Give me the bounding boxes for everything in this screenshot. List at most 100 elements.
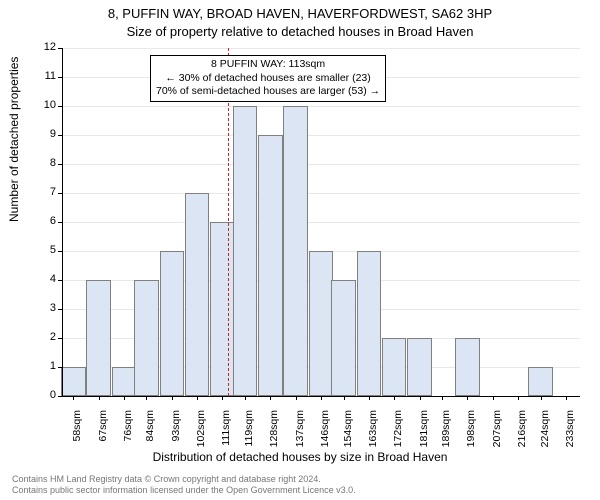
y-tick-label: 5 (16, 244, 56, 256)
chart-title-address: 8, PUFFIN WAY, BROAD HAVEN, HAVERFORDWES… (0, 6, 600, 21)
histogram-bar (283, 106, 307, 396)
y-tick-mark (58, 193, 62, 194)
chart-subtitle: Size of property relative to detached ho… (0, 24, 600, 39)
gridline (62, 164, 580, 165)
y-tick-mark (58, 77, 62, 78)
y-tick-label: 12 (16, 41, 56, 53)
x-tick-label: 233sqm (564, 410, 576, 458)
y-tick-mark (58, 396, 62, 397)
x-tick-label: 216sqm (516, 410, 528, 458)
x-tick-label: 76sqm (122, 410, 134, 458)
x-tick-mark (566, 396, 567, 400)
y-tick-mark (58, 251, 62, 252)
y-tick-mark (58, 135, 62, 136)
x-tick-label: 93sqm (170, 410, 182, 458)
x-tick-label: 146sqm (319, 410, 331, 458)
histogram-bar (86, 280, 110, 396)
x-tick-label: 119sqm (243, 410, 255, 458)
x-tick-mark (73, 396, 74, 400)
x-tick-mark (124, 396, 125, 400)
y-tick-label: 10 (16, 99, 56, 111)
x-tick-label: 207sqm (491, 410, 503, 458)
histogram-bar (134, 280, 158, 396)
histogram-bar (233, 106, 257, 396)
footer-line1: Contains HM Land Registry data © Crown c… (12, 474, 356, 485)
histogram-bar (528, 367, 552, 396)
x-tick-mark (369, 396, 370, 400)
x-tick-label: 163sqm (367, 410, 379, 458)
y-tick-label: 6 (16, 215, 56, 227)
x-tick-mark (321, 396, 322, 400)
x-tick-mark (442, 396, 443, 400)
x-tick-mark (467, 396, 468, 400)
y-tick-mark (58, 222, 62, 223)
y-tick-label: 4 (16, 273, 56, 285)
x-tick-label: 128sqm (268, 410, 280, 458)
x-tick-mark (172, 396, 173, 400)
y-tick-label: 9 (16, 128, 56, 140)
histogram-bar (210, 222, 234, 396)
y-tick-label: 7 (16, 186, 56, 198)
histogram-bar (331, 280, 355, 396)
x-tick-label: 137sqm (294, 410, 306, 458)
gridline (62, 193, 580, 194)
footer-attribution: Contains HM Land Registry data © Crown c… (12, 474, 356, 496)
x-tick-mark (197, 396, 198, 400)
x-tick-mark (344, 396, 345, 400)
reference-annotation: 8 PUFFIN WAY: 113sqm ← 30% of detached h… (150, 55, 386, 102)
y-axis-line (62, 48, 63, 396)
gridline (62, 222, 580, 223)
y-tick-mark (58, 106, 62, 107)
histogram-bar (61, 367, 85, 396)
annotation-subject: 8 PUFFIN WAY: 113sqm (156, 58, 380, 72)
y-tick-mark (58, 164, 62, 165)
x-tick-label: 181sqm (418, 410, 430, 458)
x-tick-label: 67sqm (97, 410, 109, 458)
histogram-bar (357, 251, 381, 396)
histogram-bar (112, 367, 136, 396)
footer-line2: Contains public sector information licen… (12, 485, 356, 496)
x-tick-mark (245, 396, 246, 400)
x-tick-mark (518, 396, 519, 400)
x-tick-label: 84sqm (144, 410, 156, 458)
x-tick-mark (493, 396, 494, 400)
x-tick-mark (541, 396, 542, 400)
gridline (62, 48, 580, 49)
y-tick-label: 1 (16, 360, 56, 372)
annotation-smaller: ← 30% of detached houses are smaller (23… (156, 72, 380, 86)
x-tick-label: 224sqm (539, 410, 551, 458)
histogram-bar (258, 135, 282, 396)
y-tick-mark (58, 309, 62, 310)
y-tick-mark (58, 280, 62, 281)
x-tick-mark (270, 396, 271, 400)
y-tick-mark (58, 338, 62, 339)
histogram-bar (407, 338, 431, 396)
x-tick-mark (222, 396, 223, 400)
x-tick-label: 111sqm (220, 410, 232, 458)
x-tick-label: 58sqm (71, 410, 83, 458)
x-tick-mark (99, 396, 100, 400)
histogram-bar (455, 338, 479, 396)
x-tick-mark (420, 396, 421, 400)
y-tick-label: 3 (16, 302, 56, 314)
gridline (62, 106, 580, 107)
x-tick-label: 198sqm (465, 410, 477, 458)
x-tick-label: 154sqm (342, 410, 354, 458)
x-tick-label: 172sqm (392, 410, 404, 458)
y-tick-label: 2 (16, 331, 56, 343)
x-tick-label: 102sqm (195, 410, 207, 458)
histogram-bar (160, 251, 184, 396)
histogram-bar (185, 193, 209, 396)
annotation-larger: 70% of semi-detached houses are larger (… (156, 85, 380, 99)
x-tick-mark (394, 396, 395, 400)
y-tick-label: 11 (16, 70, 56, 82)
x-tick-label: 189sqm (440, 410, 452, 458)
histogram-bar (309, 251, 333, 396)
y-tick-label: 8 (16, 157, 56, 169)
gridline (62, 135, 580, 136)
y-tick-mark (58, 367, 62, 368)
x-tick-mark (146, 396, 147, 400)
y-tick-label: 0 (16, 389, 56, 401)
y-tick-mark (58, 48, 62, 49)
histogram-bar (382, 338, 406, 396)
